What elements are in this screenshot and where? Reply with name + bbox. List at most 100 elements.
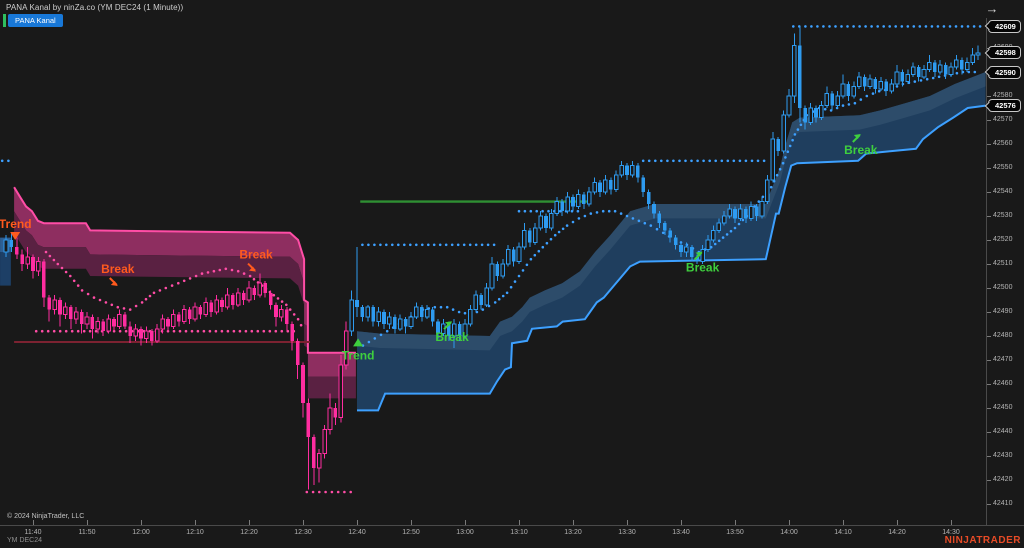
price-tick-mark	[987, 432, 991, 433]
price-tick-label: 42420	[993, 476, 1013, 483]
time-tick-label: 14:10	[834, 529, 852, 536]
time-tick-label: 11:50	[78, 529, 96, 536]
price-tick-mark	[987, 288, 991, 289]
svg-text:Break: Break	[435, 330, 469, 344]
time-tick-mark	[249, 520, 250, 525]
price-tick-label: 42530	[993, 212, 1013, 219]
break-down-marker: Break	[239, 248, 273, 272]
time-tick-label: 12:50	[402, 529, 420, 536]
price-tick-mark	[987, 144, 991, 145]
price-tick-mark	[987, 480, 991, 481]
svg-text:Break: Break	[239, 248, 273, 262]
time-tick-mark	[627, 520, 628, 525]
time-tick-mark	[681, 520, 682, 525]
pink-channel-band-outer	[14, 187, 356, 377]
price-tick-mark	[987, 216, 991, 217]
price-tick-mark	[987, 384, 991, 385]
price-marker-tag: 42590	[984, 65, 1021, 79]
price-tick-mark	[987, 456, 991, 457]
time-tick-mark	[897, 520, 898, 525]
time-tick-label: 13:00	[456, 529, 474, 536]
trend-down-marker: Trend	[0, 217, 32, 240]
price-tick-mark	[987, 360, 991, 361]
candles-layer	[3, 26, 981, 490]
price-tick-label: 42490	[993, 308, 1013, 315]
trend-up-marker: Trend	[342, 338, 375, 362]
price-tick-mark	[987, 192, 991, 193]
time-tick-label: 13:20	[564, 529, 582, 536]
pink-channel-lower-dotted-line	[34, 329, 296, 333]
pana-kanal-button[interactable]: PANA Kanal	[8, 14, 63, 27]
time-tick-label: 12:30	[294, 529, 312, 536]
blue-channel-upper-dotted-line	[792, 25, 982, 28]
time-tick-label: 14:00	[780, 529, 798, 536]
time-tick-mark	[843, 520, 844, 525]
price-tick-label: 42560	[993, 140, 1013, 147]
price-tick-label: 42520	[993, 236, 1013, 243]
time-tick-label: 13:50	[726, 529, 744, 536]
price-tick-mark	[987, 264, 991, 265]
price-marker-tag: 42598	[984, 46, 1021, 60]
time-tick-mark	[33, 520, 34, 525]
break-down-marker: Break	[101, 262, 135, 286]
time-tick-mark	[141, 520, 142, 525]
price-tick-label: 42460	[993, 380, 1013, 387]
blue-channel-upper-dotted-line	[361, 243, 496, 247]
svg-text:Trend: Trend	[342, 348, 375, 362]
time-tick-label: 14:30	[942, 529, 960, 536]
pink-channel-midline-dots	[44, 250, 303, 327]
copyright-text: © 2024 NinjaTrader, LLC	[7, 513, 85, 520]
blue-channel-band-inner	[357, 72, 986, 351]
chart-title: PANA Kanal by ninZa.co (YM DEC24 (1 Minu…	[6, 3, 184, 12]
price-tag-value: 42576	[995, 101, 1016, 111]
price-tag-value: 42598	[995, 48, 1016, 58]
time-tick-label: 12:00	[132, 529, 150, 536]
price-tick-mark	[987, 120, 991, 121]
instrument-label: YM DEC24	[7, 537, 43, 544]
price-tick-label: 42540	[993, 188, 1013, 195]
time-tick-label: 13:10	[510, 529, 528, 536]
time-tick-mark	[87, 520, 88, 525]
time-axis-line	[0, 525, 1024, 526]
pink-channel-band-inner	[14, 211, 356, 399]
break-up-marker: Break	[686, 251, 720, 275]
time-tick-label: 14:20	[888, 529, 906, 536]
time-tick-mark	[357, 520, 358, 525]
svg-text:Break: Break	[101, 262, 135, 276]
price-tick-label: 42470	[993, 356, 1013, 363]
time-tick-label: 11:40	[24, 529, 42, 536]
left-remnant-band	[0, 252, 11, 286]
price-tick-mark	[987, 168, 991, 169]
price-tick-mark	[987, 240, 991, 241]
price-marker-tag: 42576	[984, 99, 1021, 113]
time-tick-mark	[195, 520, 196, 525]
chart-plot-area[interactable]: Trend Break Break Trend Break Break Break	[0, 0, 986, 515]
price-tick-mark	[987, 312, 991, 313]
price-tick-label: 42480	[993, 332, 1013, 339]
time-tick-mark	[951, 520, 952, 525]
price-tick-mark	[987, 336, 991, 337]
blue-channel-band	[357, 72, 986, 411]
time-tick-label: 12:10	[186, 529, 204, 536]
price-tick-label: 42570	[993, 116, 1013, 123]
price-tick-mark	[987, 408, 991, 409]
ninjatrader-logo: NINJATRADER	[944, 535, 1021, 546]
time-tick-mark	[465, 520, 466, 525]
price-tick-label: 42410	[993, 500, 1013, 507]
time-tick-mark	[303, 520, 304, 525]
price-tick-label: 42550	[993, 164, 1013, 171]
go-to-latest-icon[interactable]: →	[985, 1, 999, 16]
time-tick-label: 13:40	[672, 529, 690, 536]
blue-channel-lower-line	[357, 104, 986, 412]
price-tick-mark	[987, 96, 991, 97]
time-tick-mark	[789, 520, 790, 525]
svg-text:Break: Break	[686, 261, 720, 275]
blue-channel-upper-dotted-line	[517, 209, 580, 213]
break-up-marker: Break	[844, 134, 878, 157]
price-tag-value: 42590	[995, 67, 1016, 77]
blue-channel-upper-dotted-line	[0, 159, 10, 163]
price-marker-tag: 42609	[984, 19, 1021, 33]
svg-text:Break: Break	[844, 143, 878, 157]
time-tick-mark	[519, 520, 520, 525]
